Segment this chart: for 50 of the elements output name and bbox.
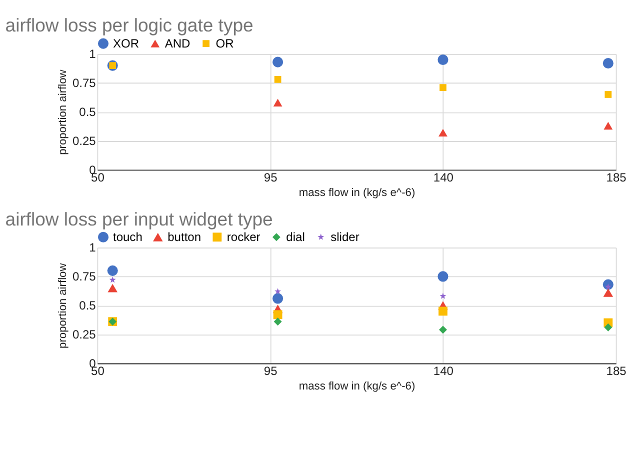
point [440, 84, 446, 91]
y-tick-label: 0.25 [72, 134, 96, 148]
point [602, 58, 614, 69]
point [438, 271, 448, 282]
point [109, 276, 116, 283]
point [272, 293, 284, 304]
point [604, 91, 612, 98]
legend-label: rocker [226, 230, 260, 244]
y-axis-title: proportion airflow [56, 68, 69, 155]
legend-label: AND [164, 36, 191, 50]
legend-label: button [168, 230, 202, 244]
y-tick-label: 0.75 [72, 76, 96, 90]
legend-label: OR [216, 36, 234, 50]
point [273, 98, 282, 106]
chart-title: airflow loss per input widget type [5, 208, 273, 230]
legend-label: XOR [112, 36, 140, 50]
point [604, 323, 612, 332]
x-axis-title: mass flow in (kg/s e^-6) [298, 380, 416, 393]
legend-label: touch [112, 230, 142, 244]
point [107, 265, 118, 276]
point [274, 288, 282, 294]
point [274, 318, 282, 326]
x-axis-title: mass flow in (kg/s e^-6) [298, 187, 416, 200]
point [438, 306, 448, 316]
y-tick-label: 1 [89, 240, 96, 255]
point [604, 122, 613, 130]
point [438, 54, 448, 66]
x-tick-label: 95 [264, 364, 278, 378]
point [438, 128, 448, 137]
x-tick-label: 95 [264, 170, 278, 184]
y-axis-title: proportion airflow [56, 262, 69, 348]
point [440, 292, 446, 299]
chart-title: airflow loss per logic gate type [5, 14, 254, 36]
y-tick-label: 0.75 [72, 270, 96, 284]
y-tick-label: 1 [89, 47, 96, 62]
point [274, 76, 282, 83]
x-tick-label: 185 [606, 364, 627, 378]
legend-label: slider [330, 230, 360, 244]
y-tick-label: 0.5 [79, 298, 96, 313]
point [439, 326, 447, 334]
legend-label: dial [286, 230, 305, 244]
y-tick-label: 0.25 [72, 328, 96, 342]
point [603, 288, 614, 297]
point [108, 284, 118, 292]
x-tick-label: 185 [606, 170, 627, 184]
x-tick-label: 140 [433, 364, 454, 378]
point [273, 310, 282, 320]
y-tick-label: 0.5 [79, 105, 96, 120]
x-tick-label: 140 [433, 170, 454, 184]
point [272, 56, 284, 68]
